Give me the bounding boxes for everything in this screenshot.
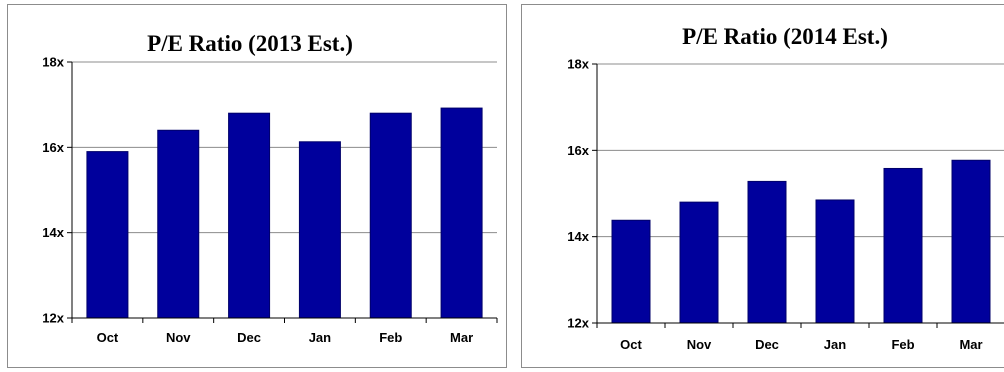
y-tick-label-2014-18: 18x — [567, 57, 589, 72]
x-tick-label-2013-nov: Nov — [166, 330, 191, 345]
x-tick-label-2014-jan: Jan — [824, 337, 846, 352]
x-tick-label-2013-dec: Dec — [237, 330, 261, 345]
x-tick-label-2013-feb: Feb — [379, 330, 402, 345]
x-tick-label-2014-oct: Oct — [620, 337, 642, 352]
y-tick-label-2013-18: 18x — [42, 55, 64, 70]
y-tick-label-2014-12: 12x — [567, 316, 589, 331]
x-tick-label-2014-nov: Nov — [687, 337, 712, 352]
x-tick-label-2014-dec: Dec — [755, 337, 779, 352]
y-tick-label-2013-16: 16x — [42, 140, 64, 155]
chart-title-2013: P/E Ratio (2013 Est.) — [147, 31, 353, 56]
bar-2014-oct — [611, 219, 651, 324]
bar-2013-oct — [86, 151, 129, 319]
chart-2014: P/E Ratio (2014 Est.) 12x 14x 16x 18x Oct Nov D… — [567, 24, 1004, 352]
bar-2013-nov — [157, 129, 200, 319]
bar-2014-jan — [815, 199, 855, 324]
y-tick-label-2014-16: 16x — [567, 143, 589, 158]
bar-2014-feb — [883, 167, 923, 324]
x-tick-label-2013-jan: Jan — [309, 330, 331, 345]
chart-panel-2014: P/E Ratio (2014 Est.) 12x 14x 16x 18x Oct Nov D… — [521, 4, 1004, 368]
bar-2014-dec — [747, 180, 787, 324]
y-tick-label-2013-14: 14x — [42, 225, 64, 240]
chart-panel-2013: P/E Ratio (2013 Est.) 12x 14x 16x 18x Oct Nov D… — [7, 4, 507, 368]
chart-title-2014: P/E Ratio (2014 Est.) — [682, 24, 888, 49]
x-tick-label-2013-oct: Oct — [97, 330, 119, 345]
bar-2014-mar — [951, 159, 991, 324]
bar-2013-dec — [228, 112, 271, 319]
x-tick-label-2013-mar: Mar — [450, 330, 473, 345]
x-tick-label-2014-mar: Mar — [959, 337, 982, 352]
x-tick-label-2014-feb: Feb — [891, 337, 914, 352]
y-tick-label-2013-12: 12x — [42, 311, 64, 326]
bar-2013-feb — [369, 112, 412, 319]
bar-2014-nov — [679, 201, 719, 324]
bar-2013-mar — [440, 107, 483, 319]
bar-2013-jan — [298, 141, 341, 319]
chart-2013: P/E Ratio (2013 Est.) 12x 14x 16x 18x Oct Nov D… — [42, 31, 498, 345]
y-tick-label-2014-14: 14x — [567, 229, 589, 244]
